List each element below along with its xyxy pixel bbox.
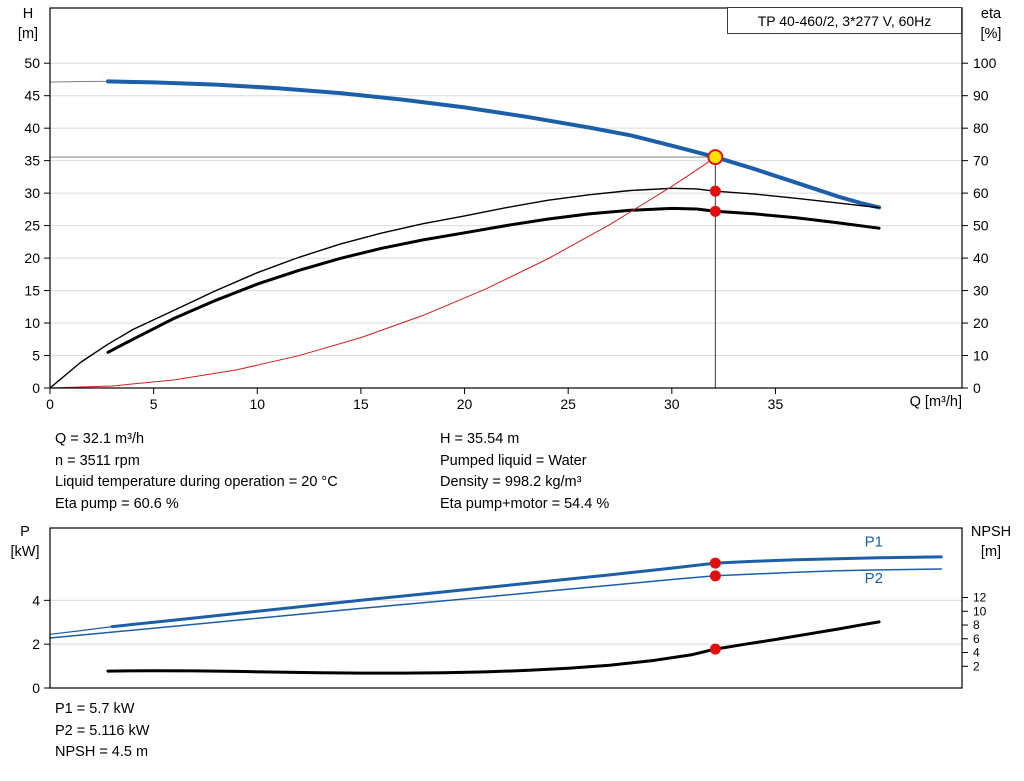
x-tick-label: 20 bbox=[457, 396, 473, 412]
system-curve bbox=[49, 156, 716, 389]
x-tick-label: 30 bbox=[664, 396, 680, 412]
y-right-tick-label: 40 bbox=[973, 250, 989, 266]
plot-frame bbox=[49, 527, 963, 689]
y-right-tick-label: 60 bbox=[973, 185, 989, 201]
y-right-tick-label: 20 bbox=[973, 315, 989, 331]
p1-curve-low-flow bbox=[49, 625, 113, 635]
y-left-tick-label: 15 bbox=[24, 283, 40, 299]
y-right-tick-label: 90 bbox=[973, 88, 989, 104]
x-tick-label: 0 bbox=[46, 396, 54, 412]
y-right-tick-label: 80 bbox=[973, 120, 989, 136]
y-right-tick-label: 2 bbox=[973, 659, 980, 673]
results-block: P1 = 5.7 kW P2 = 5.116 kW NPSH = 4.5 m bbox=[55, 699, 149, 764]
info-speed: n = 3511 rpm bbox=[55, 452, 140, 469]
info-flow: Q = 32.1 m³/h bbox=[55, 431, 145, 447]
result-p1: P1 = 5.7 kW bbox=[55, 701, 135, 717]
npsh-axis-unit: [m] bbox=[980, 544, 1002, 560]
x-tick-label: 10 bbox=[249, 396, 265, 412]
x-tick-label: 5 bbox=[150, 396, 158, 412]
pump-title-box: TP 40-460/2, 3*277 V, 60Hz bbox=[727, 7, 962, 34]
eta-pump-motor-curve bbox=[106, 206, 881, 354]
p1-marker bbox=[709, 557, 721, 569]
eta-axis-unit: [%] bbox=[980, 26, 1002, 42]
npsh-marker bbox=[709, 643, 721, 655]
result-npsh: NPSH = 4.5 m bbox=[55, 744, 149, 760]
y-left-tick-label: 45 bbox=[24, 88, 40, 104]
y-left-tick-label: 4 bbox=[32, 592, 40, 608]
y-right-tick-label: 50 bbox=[973, 218, 989, 234]
x-tick-label: 15 bbox=[353, 396, 369, 412]
x-tick-label: 35 bbox=[768, 396, 784, 412]
plot-frame bbox=[49, 7, 963, 389]
npsh-axis-symbol: NPSH bbox=[970, 524, 1012, 540]
h-axis-unit: [m] bbox=[17, 26, 39, 42]
eta-axis-title: eta [%] bbox=[968, 4, 1014, 44]
duty-info-left-column: Q = 32.1 m³/h n = 3511 rpm Liquid temper… bbox=[55, 429, 440, 515]
y-right-tick-label: 8 bbox=[973, 618, 980, 632]
eta-pump-marker bbox=[709, 185, 721, 197]
y-left-tick-label: 50 bbox=[24, 55, 40, 71]
duty-point[interactable] bbox=[707, 149, 724, 166]
npsh-axis-title: NPSH [m] bbox=[962, 522, 1020, 562]
p-axis-title: P [kW] bbox=[2, 522, 48, 562]
y-left-tick-label: 25 bbox=[24, 218, 40, 234]
y-right-tick-label: 6 bbox=[973, 632, 980, 646]
duty-info-block: Q = 32.1 m³/h n = 3511 rpm Liquid temper… bbox=[55, 429, 609, 515]
y-right-tick-label: 0 bbox=[973, 380, 981, 396]
eta-pump-motor-marker bbox=[709, 205, 721, 217]
y-right-tick-label: 30 bbox=[973, 283, 989, 299]
info-head: H = 35.54 m bbox=[440, 431, 520, 447]
p-axis-unit: [kW] bbox=[10, 544, 40, 560]
p-axis-symbol: P bbox=[20, 524, 30, 540]
y-left-tick-label: 0 bbox=[32, 380, 40, 396]
q-axis-title: Q [m³/h] bbox=[909, 394, 962, 410]
y-left-tick-label: 20 bbox=[24, 250, 40, 266]
npsh-curve bbox=[106, 620, 881, 675]
p2-curve bbox=[49, 568, 943, 639]
head-curve bbox=[106, 79, 882, 210]
y-left-tick-label: 40 bbox=[24, 120, 40, 136]
head-curve-low-flow bbox=[49, 80, 109, 83]
y-left-tick-label: 0 bbox=[32, 680, 40, 696]
y-left-tick-label: 10 bbox=[24, 315, 40, 331]
h-axis-title: H [m] bbox=[8, 4, 48, 44]
y-right-tick-label: 10 bbox=[973, 348, 989, 364]
p2-marker bbox=[709, 570, 721, 582]
y-left-tick-label: 35 bbox=[24, 153, 40, 169]
y-right-tick-label: 12 bbox=[973, 591, 987, 605]
eta-axis-symbol: eta bbox=[980, 6, 1002, 22]
y-left-tick-label: 5 bbox=[32, 348, 40, 364]
x-tick-label: 25 bbox=[560, 396, 576, 412]
h-axis-symbol: H bbox=[22, 6, 34, 22]
info-density: Density = 998.2 kg/m³ bbox=[440, 474, 582, 490]
y-right-tick-label: 100 bbox=[973, 55, 997, 71]
y-right-tick-label: 70 bbox=[973, 153, 989, 169]
info-eta-pump: Eta pump = 60.6 % bbox=[55, 495, 179, 512]
p1-curve-label: P1 bbox=[865, 534, 883, 551]
y-right-tick-label: 10 bbox=[973, 604, 987, 618]
p2-curve-label: P2 bbox=[865, 570, 883, 587]
result-p2: P2 = 5.116 kW bbox=[55, 722, 150, 739]
y-left-tick-label: 30 bbox=[24, 185, 40, 201]
duty-info-right-column: H = 35.54 m Pumped liquid = Water Densit… bbox=[440, 429, 609, 515]
p1-curve bbox=[110, 555, 943, 629]
hq-eta-chart: 0 5 10 15 20 25 30 35 0 5 10 15 20 25 30 35 40 45 50 0 10 20 3… bbox=[24, 7, 997, 412]
eta-pump-curve bbox=[49, 187, 880, 389]
info-eta-pump-motor: Eta pump+motor = 54.4 % bbox=[440, 495, 610, 512]
y-left-tick-label: 2 bbox=[32, 636, 40, 652]
y-right-tick-label: 4 bbox=[973, 646, 980, 660]
info-pumped-liquid: Pumped liquid = Water bbox=[440, 452, 587, 469]
info-liquid-temperature: Liquid temperature during operation = 20… bbox=[55, 474, 338, 490]
